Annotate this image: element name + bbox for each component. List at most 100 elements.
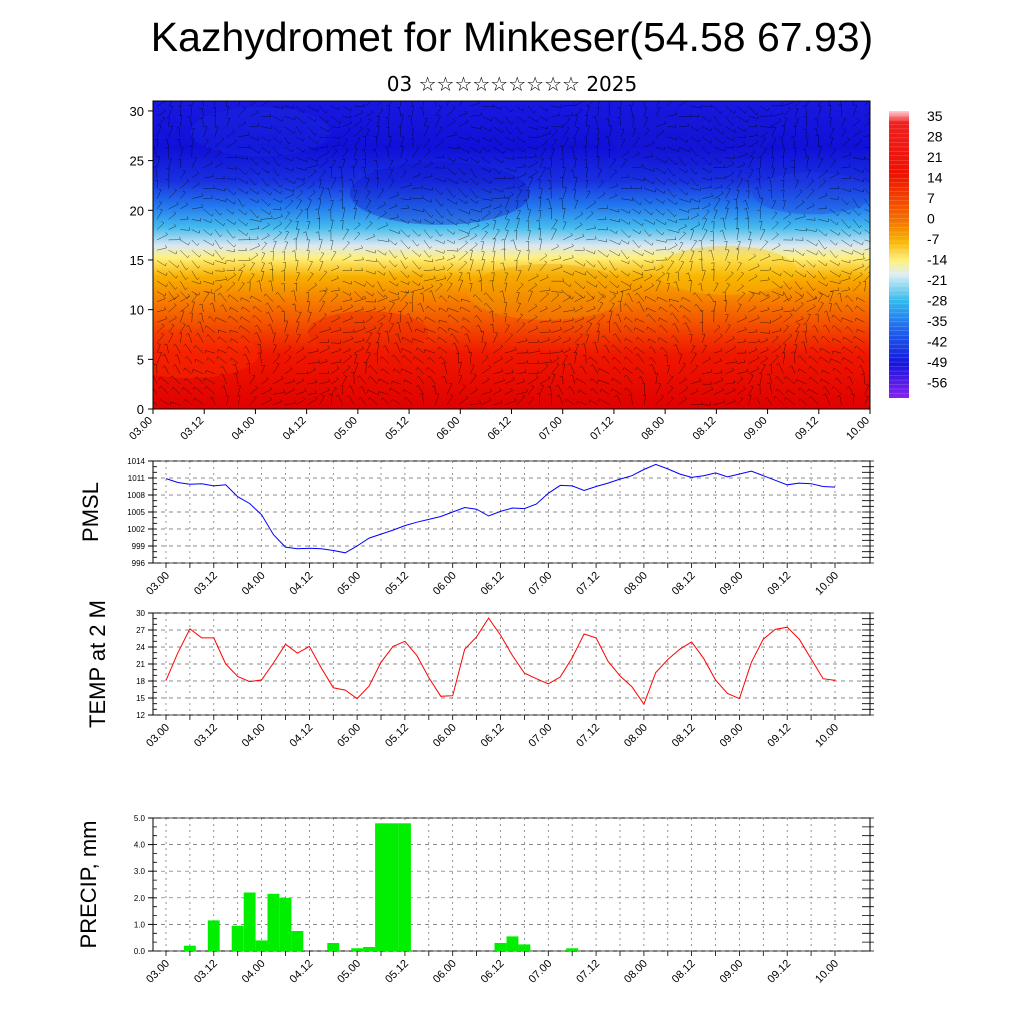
- xtick-label-6: 06.00: [431, 570, 459, 598]
- precip-bar-6: [279, 897, 292, 951]
- heat-ytick-label-4: 20: [130, 203, 144, 218]
- xtick-label-5: 05.12: [383, 722, 411, 750]
- xtick-label-4: 05.00: [335, 722, 363, 750]
- ytick-label-4: 1008: [127, 491, 145, 500]
- ytick-label-2: 1002: [127, 525, 145, 534]
- precip-bar-17: [518, 944, 531, 951]
- colorbar: 35 28 21 14 7 0 -7 -14 -21 -28 -35 -42 -49 -56: [889, 108, 947, 398]
- heat-ytick-label-3: 15: [130, 253, 144, 268]
- xtick-label-2: 04.00: [240, 958, 268, 986]
- chart-subtitle: 03 ☆☆☆☆☆☆☆☆☆ 2025: [386, 72, 638, 96]
- xtick-label-6: 06.00: [431, 722, 459, 750]
- colorbar-label-10: -35: [927, 313, 947, 329]
- ytick-label-5: 1011: [128, 474, 146, 483]
- heat-blob-1: [308, 311, 429, 353]
- precip-bar-16: [506, 936, 519, 951]
- ytick-label-3: 21: [136, 660, 145, 669]
- precip-bar-12: [375, 823, 387, 951]
- temp-2m-line: [165, 617, 836, 706]
- heat-blob-6: [190, 107, 331, 157]
- ytick-label-5: 5.0: [134, 814, 146, 823]
- xtick-label-13: 09.12: [765, 958, 793, 986]
- xtick-label-3: 04.12: [288, 722, 316, 750]
- colorbar-label-5: 0: [927, 211, 935, 227]
- heat-blob-2: [467, 263, 628, 320]
- ytick-label-5: 27: [136, 626, 145, 635]
- heat-ytick-label-2: 10: [130, 303, 144, 318]
- xtick-label-1: 03.12: [192, 570, 220, 598]
- y-axis-label: PMSL: [78, 482, 103, 542]
- colorbar-label-8: -21: [927, 272, 947, 288]
- y-axis-label: TEMP at 2 M: [85, 600, 110, 728]
- ytick-label-2: 18: [136, 677, 145, 686]
- heatmap-texture: [153, 107, 870, 379]
- heat-ytick-label-5: 25: [130, 154, 144, 169]
- colorbar-label-7: -14: [927, 252, 947, 268]
- xtick-label-8: 07.00: [526, 722, 554, 750]
- ytick-label-3: 1005: [127, 508, 145, 517]
- xtick-label-8: 07.00: [526, 570, 554, 598]
- precip-bar-10: [351, 948, 364, 951]
- xtick-label-10: 08.00: [622, 570, 650, 598]
- xtick-label-13: 09.12: [765, 570, 793, 598]
- xtick-label-4: 05.00: [335, 958, 363, 986]
- y-axis-label: PRECIP, mm: [76, 821, 101, 949]
- xtick-label-7: 06.12: [479, 958, 507, 986]
- precip-bar-2: [231, 925, 244, 951]
- heat-xtick-label-2: 04.00: [230, 415, 258, 443]
- heat-xtick-label-14: 10.00: [844, 415, 872, 443]
- xtick-label-10: 08.00: [622, 722, 650, 750]
- colorbar-label-0: 35: [927, 108, 943, 124]
- precip-bar-11: [363, 947, 375, 951]
- xtick-label-8: 07.00: [526, 958, 554, 986]
- heatmap-field: [153, 101, 870, 409]
- x-minor-ticks: [165, 715, 836, 720]
- xtick-label-3: 04.12: [288, 958, 316, 986]
- xtick-label-6: 06.00: [431, 958, 459, 986]
- precip-panel: 0.0 1.0 2.0 3.0 4.0 5.0 03.00 03.12 04.00 04.12 05…: [76, 814, 874, 986]
- heat-xtick-label-0: 03.00: [127, 415, 155, 443]
- xtick-label-4: 05.00: [335, 570, 363, 598]
- heat-ytick-label-0: 0: [137, 402, 144, 417]
- xtick-label-3: 04.12: [288, 570, 316, 598]
- heat-xtick-label-10: 08.00: [639, 415, 667, 443]
- ytick-label-0: 996: [132, 559, 146, 568]
- xtick-label-11: 08.12: [670, 958, 698, 986]
- ytick-label-4: 24: [136, 643, 145, 652]
- xtick-label-10: 08.00: [622, 958, 650, 986]
- xtick-label-9: 07.12: [574, 958, 602, 986]
- precip-bar-18: [566, 948, 579, 951]
- xtick-label-5: 05.12: [383, 570, 411, 598]
- minor-ticks: [153, 817, 874, 952]
- xtick-label-13: 09.12: [765, 722, 793, 750]
- pmsl-line: [165, 463, 836, 554]
- colorbar-scale: [889, 111, 909, 398]
- precip-bar-13: [387, 823, 399, 951]
- heat-xtick-label-8: 07.00: [537, 415, 565, 443]
- ytick-label-4: 4.0: [134, 841, 146, 850]
- x-minor-ticks: [165, 951, 836, 956]
- colorbar-label-3: 14: [927, 170, 943, 186]
- xtick-label-0: 03.00: [144, 958, 172, 986]
- panel-frame: [152, 460, 871, 564]
- ytick-label-2: 2.0: [134, 894, 146, 903]
- chart-title: Kazhydromet for Minkeser(54.58 67.93): [150, 14, 874, 60]
- xtick-label-11: 08.12: [670, 570, 698, 598]
- colorbar-label-12: -49: [927, 354, 947, 370]
- x-minor-ticks: [165, 563, 836, 568]
- heat-xtick-label-5: 05.12: [383, 415, 411, 443]
- xtick-label-14: 10.00: [813, 722, 841, 750]
- heat-xtick-label-6: 06.00: [434, 415, 462, 443]
- xtick-label-7: 06.12: [479, 722, 507, 750]
- ytick-label-1: 999: [132, 542, 146, 551]
- heat-xtick-label-7: 06.12: [486, 415, 514, 443]
- xtick-label-0: 03.00: [144, 570, 172, 598]
- precip-bar-15: [494, 943, 507, 951]
- precip-bar-0: [183, 945, 196, 951]
- minor-ticks: [153, 612, 874, 716]
- colorbar-label-13: -56: [927, 375, 947, 391]
- heat-xtick-label-1: 03.12: [178, 415, 206, 443]
- precip-bar-1: [207, 920, 220, 951]
- precip-bar-7: [291, 931, 304, 951]
- xtick-label-7: 06.12: [479, 570, 507, 598]
